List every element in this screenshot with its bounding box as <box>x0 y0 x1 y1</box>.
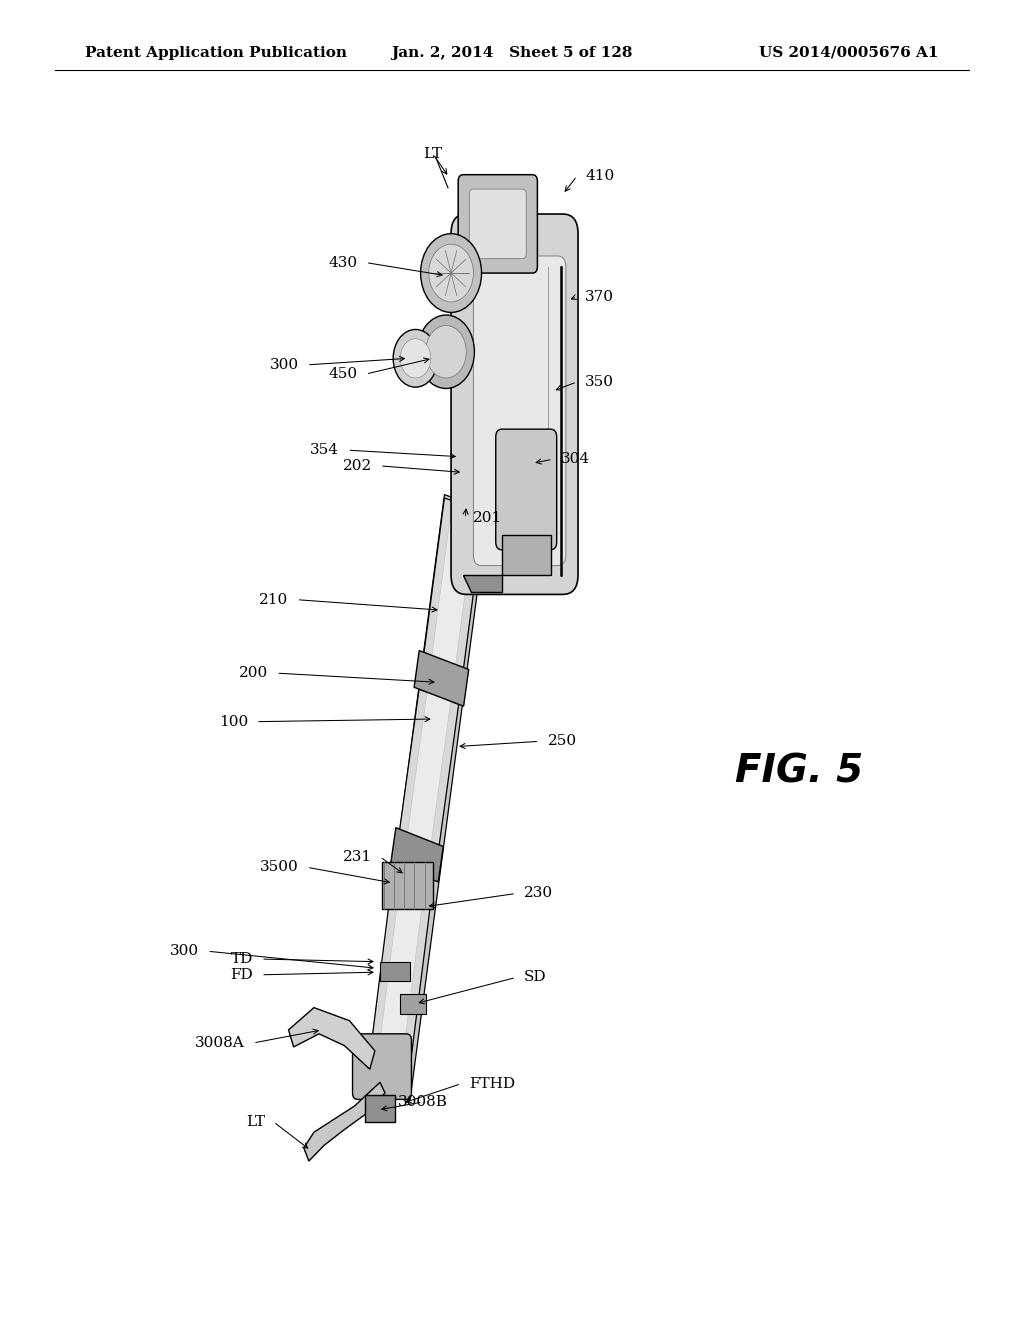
Polygon shape <box>382 862 433 909</box>
Text: 210: 210 <box>259 593 289 607</box>
Polygon shape <box>407 692 451 849</box>
Polygon shape <box>431 500 476 671</box>
Text: 231: 231 <box>343 850 372 863</box>
Text: 202: 202 <box>343 459 372 473</box>
Polygon shape <box>380 962 411 981</box>
Text: FD: FD <box>230 968 253 982</box>
FancyBboxPatch shape <box>458 174 538 273</box>
Text: SD: SD <box>524 970 547 985</box>
Circle shape <box>418 315 474 388</box>
Circle shape <box>429 244 473 302</box>
Text: 430: 430 <box>329 256 357 269</box>
Circle shape <box>426 326 466 378</box>
Text: Patent Application Publication: Patent Application Publication <box>85 46 347 59</box>
Circle shape <box>400 339 431 378</box>
Text: US 2014/0005676 A1: US 2014/0005676 A1 <box>759 46 939 59</box>
FancyBboxPatch shape <box>469 189 526 259</box>
Polygon shape <box>502 536 551 574</box>
Text: 3008B: 3008B <box>397 1096 447 1109</box>
Circle shape <box>421 234 481 313</box>
Text: Jan. 2, 2014   Sheet 5 of 128: Jan. 2, 2014 Sheet 5 of 128 <box>391 46 633 59</box>
Polygon shape <box>398 689 459 851</box>
Text: 3500: 3500 <box>260 861 299 874</box>
Polygon shape <box>414 651 469 706</box>
Polygon shape <box>371 892 430 1067</box>
FancyBboxPatch shape <box>473 256 566 565</box>
Text: 100: 100 <box>219 714 248 729</box>
Polygon shape <box>365 1096 395 1122</box>
Circle shape <box>393 330 438 387</box>
Text: 230: 230 <box>524 887 553 900</box>
FancyBboxPatch shape <box>496 429 557 550</box>
Polygon shape <box>374 498 480 1098</box>
Polygon shape <box>304 1082 385 1162</box>
Text: FTHD: FTHD <box>469 1077 515 1090</box>
Text: 3008A: 3008A <box>196 1036 245 1049</box>
FancyBboxPatch shape <box>451 214 578 594</box>
Text: 201: 201 <box>473 511 503 525</box>
Text: LT: LT <box>423 147 442 161</box>
Text: LT: LT <box>246 1114 265 1129</box>
Text: 370: 370 <box>585 289 614 304</box>
Text: 300: 300 <box>269 358 299 372</box>
FancyBboxPatch shape <box>352 1034 412 1100</box>
Text: 200: 200 <box>239 667 268 680</box>
Text: 350: 350 <box>585 375 614 389</box>
Polygon shape <box>423 498 484 673</box>
Polygon shape <box>400 994 426 1014</box>
Polygon shape <box>367 495 488 1101</box>
Text: 300: 300 <box>170 944 200 958</box>
Polygon shape <box>289 1007 375 1069</box>
Text: 354: 354 <box>310 444 339 457</box>
Polygon shape <box>391 828 443 882</box>
Polygon shape <box>378 895 422 1064</box>
Text: FIG. 5: FIG. 5 <box>735 752 863 791</box>
Text: 450: 450 <box>329 367 357 381</box>
Text: 250: 250 <box>548 734 577 748</box>
Polygon shape <box>463 574 502 591</box>
Text: 304: 304 <box>561 453 590 466</box>
Text: 410: 410 <box>585 169 614 183</box>
Text: TD: TD <box>230 952 253 966</box>
